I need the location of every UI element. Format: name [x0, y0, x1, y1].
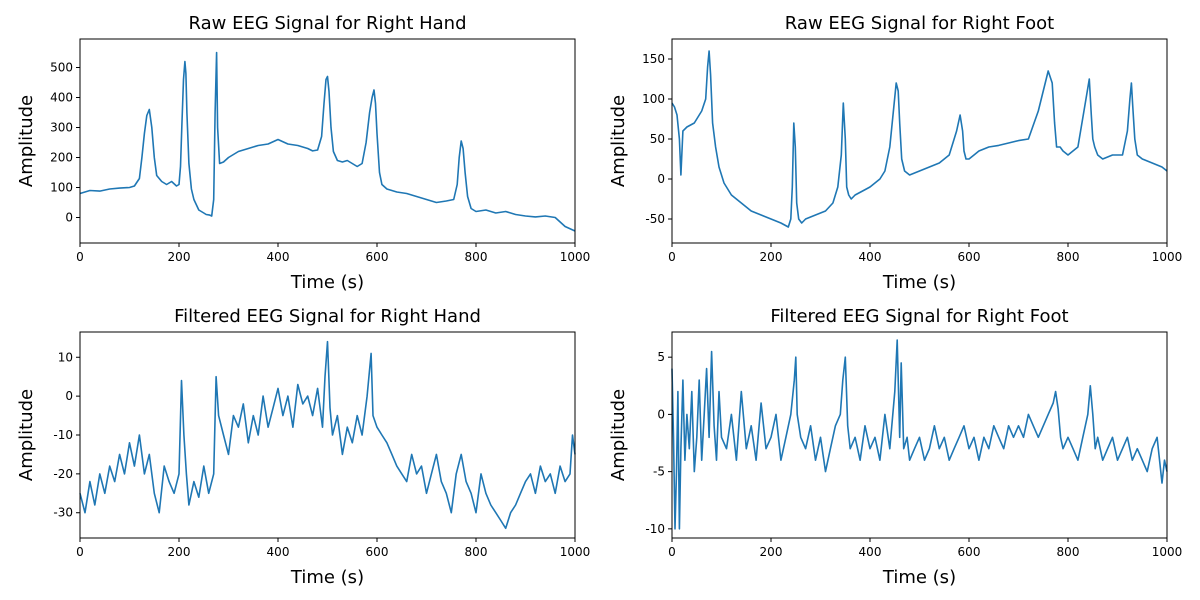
y-tick-label: 150 [642, 52, 665, 66]
x-tick-label: 200 [168, 545, 191, 559]
x-tick-label: 1000 [560, 250, 591, 264]
y-tick-label: -50 [645, 212, 665, 226]
x-tick-label: 400 [267, 250, 290, 264]
x-tick-label: 600 [366, 545, 389, 559]
y-tick-label: 50 [650, 132, 665, 146]
y-tick-label: 300 [50, 121, 73, 135]
y-axis-label: Amplitude [16, 389, 37, 481]
x-tick-label: 1000 [1152, 545, 1183, 559]
y-tick-label: -10 [645, 522, 665, 536]
series-line [671, 50, 1168, 228]
chart-title: Filtered EEG Signal for Right Foot [770, 306, 1068, 327]
plot-frame [79, 331, 576, 539]
y-tick-label: 0 [657, 407, 665, 421]
y-tick-label: 0 [65, 389, 73, 403]
x-tick-label: 200 [760, 545, 783, 559]
x-axis-label: Time (s) [882, 567, 956, 588]
chart-title: Raw EEG Signal for Right Hand [188, 13, 466, 34]
series-line [79, 51, 576, 232]
y-tick-label: -30 [53, 506, 73, 520]
x-tick-label: 1000 [560, 545, 591, 559]
x-tick-label: 0 [668, 250, 676, 264]
x-tick-label: 800 [465, 250, 488, 264]
x-axis-label: Time (s) [290, 567, 364, 588]
plot-frame [671, 38, 1168, 244]
x-tick-label: 0 [668, 545, 676, 559]
y-tick-label: 400 [50, 91, 73, 105]
y-axis-label: Amplitude [608, 389, 629, 481]
x-axis-label: Time (s) [882, 272, 956, 293]
x-tick-label: 600 [958, 545, 981, 559]
series-line [671, 339, 1168, 530]
y-tick-label: 5 [657, 350, 665, 364]
plot-frame [79, 38, 576, 244]
y-tick-label: 100 [50, 181, 73, 195]
x-tick-label: 0 [76, 250, 84, 264]
y-tick-label: 10 [58, 350, 73, 364]
x-tick-label: 800 [1057, 545, 1080, 559]
y-tick-label: 200 [50, 151, 73, 165]
chart-panel-3: 0 200 400 600 800 1000 -30 -20 -10 0 10 Filtered EE… [16, 306, 590, 588]
x-tick-label: 800 [465, 545, 488, 559]
x-tick-label: 400 [267, 545, 290, 559]
x-axis-label: Time (s) [290, 272, 364, 293]
y-tick-label: 0 [657, 172, 665, 186]
y-tick-label: 500 [50, 61, 73, 75]
x-tick-label: 200 [168, 250, 191, 264]
x-tick-label: 400 [859, 250, 882, 264]
y-tick-label: 0 [65, 211, 73, 225]
plot-frame [671, 331, 1168, 539]
x-tick-label: 0 [76, 545, 84, 559]
y-axis-label: Amplitude [608, 95, 629, 187]
chart-panel-4: 0 200 400 600 800 1000 -10 -5 0 5 Filtered EEG Sig… [608, 306, 1182, 588]
x-tick-label: 400 [859, 545, 882, 559]
x-tick-label: 600 [958, 250, 981, 264]
y-tick-label: -20 [53, 467, 73, 481]
series-line [79, 340, 576, 530]
y-tick-label: 100 [642, 92, 665, 106]
y-axis-label: Amplitude [16, 95, 37, 187]
x-tick-label: 600 [366, 250, 389, 264]
y-tick-label: -10 [53, 428, 73, 442]
chart-panel-1: 0 200 400 600 800 1000 0 100 200 300 400 500 Raw EEG… [16, 13, 590, 293]
chart-title: Filtered EEG Signal for Right Hand [174, 306, 481, 327]
chart-panel-2: 0 200 400 600 800 1000 -50 0 50 100 150 Raw EEG Sig… [608, 13, 1182, 293]
y-tick-label: -5 [653, 465, 665, 479]
x-tick-label: 1000 [1152, 250, 1183, 264]
x-tick-label: 200 [760, 250, 783, 264]
chart-title: Raw EEG Signal for Right Foot [785, 13, 1054, 34]
x-tick-label: 800 [1057, 250, 1080, 264]
